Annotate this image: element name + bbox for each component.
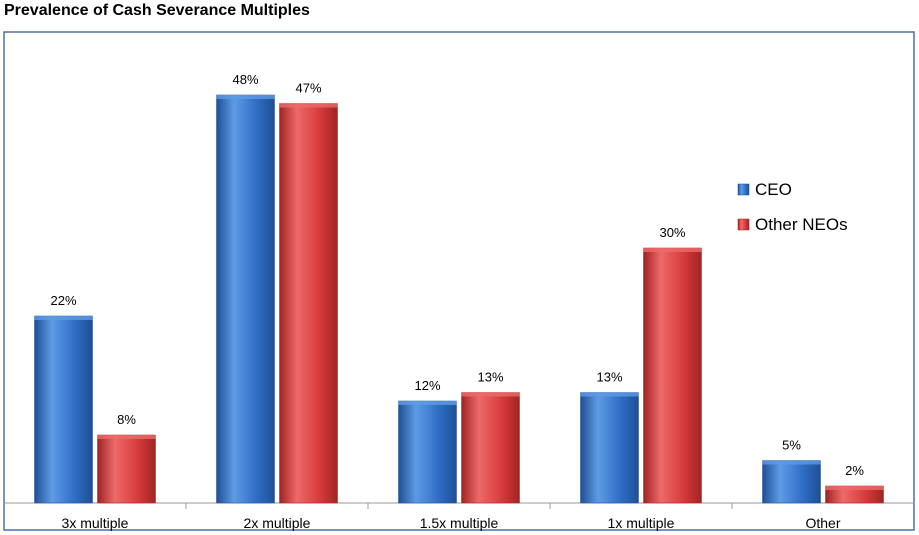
data-label: 5%: [782, 438, 801, 453]
legend-swatch-ceo: [737, 183, 750, 196]
bar-top-highlight: [580, 392, 639, 397]
category-label: 1x multiple: [608, 515, 675, 531]
bar-labels-group: 22% 8% 48% 47% 12% 13% 13% 30% 5% 2%: [50, 72, 864, 478]
bar-top-highlight: [461, 392, 520, 397]
chart-title: Prevalence of Cash Severance Multiples: [4, 2, 310, 19]
bar-ceo-2: [398, 400, 457, 504]
legend-swatch-other-neos: [737, 218, 750, 231]
category-label: 1.5x multiple: [420, 515, 499, 531]
bar-other-neos-2: [461, 392, 520, 504]
bar-top-highlight: [825, 486, 884, 490]
data-label: 48%: [232, 72, 258, 87]
legend-label: Other NEOs: [755, 215, 848, 234]
bar-top-highlight: [97, 435, 156, 439]
data-label: 12%: [414, 378, 440, 393]
category-label: 3x multiple: [62, 515, 129, 531]
bar-top-highlight: [279, 103, 338, 108]
plot-frame: [3, 31, 915, 531]
data-label: 13%: [596, 370, 622, 385]
legend: CEO Other NEOs: [737, 180, 848, 234]
legend-label: CEO: [755, 180, 792, 199]
data-label: 2%: [845, 463, 864, 478]
bar-other-neos-0: [97, 434, 156, 504]
data-label: 13%: [477, 370, 503, 385]
bar-ceo-1: [216, 94, 275, 504]
bar-top-highlight: [398, 401, 457, 405]
bar-top-highlight: [762, 460, 821, 465]
data-label: 8%: [117, 412, 136, 427]
bar-ceo-0: [34, 315, 93, 504]
x-axis-ticks: [185, 503, 733, 509]
bar-ceo-3: [580, 392, 639, 504]
bar-top-highlight: [34, 316, 93, 320]
bar-top-highlight: [643, 248, 702, 252]
bar-other-neos-1: [279, 103, 338, 504]
data-label: 22%: [50, 293, 76, 308]
category-labels-group: 3x multiple 2x multiple 1.5x multiple 1x mu…: [62, 515, 841, 531]
bars-group: [34, 94, 884, 504]
category-label: 2x multiple: [244, 515, 311, 531]
bar-ceo-4: [762, 460, 821, 504]
data-label: 30%: [659, 225, 685, 240]
category-label: Other: [805, 515, 840, 531]
data-label: 47%: [295, 81, 321, 96]
bar-top-highlight: [216, 95, 275, 99]
bar-other-neos-3: [643, 247, 702, 504]
